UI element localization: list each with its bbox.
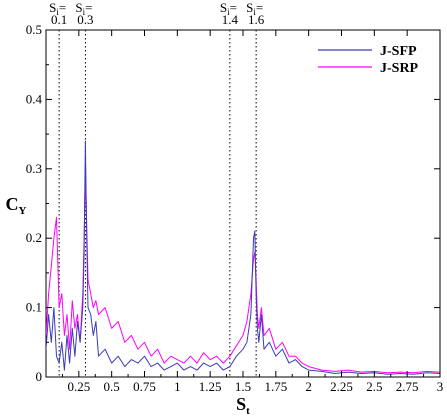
- series-line-j-sfp: [46, 140, 440, 375]
- annotation-labels: Si=0.1Si=0.3Si=1.4Si=1.6: [49, 0, 265, 27]
- legend-label: J-SRP: [380, 61, 419, 76]
- x-tick-label: 1.25: [199, 379, 222, 394]
- annotation-value: 0.3: [77, 12, 93, 27]
- y-axis-title: CY: [6, 194, 27, 217]
- series-layer: [46, 140, 440, 375]
- x-tick-label: 2.75: [396, 379, 419, 394]
- y-tick-label: 0.1: [26, 300, 42, 315]
- x-tick-label: 2.5: [366, 379, 382, 394]
- annotation-label: Si=: [246, 0, 263, 17]
- x-tick-label: 1: [174, 379, 181, 394]
- x-axis-title: St: [236, 394, 250, 417]
- x-tick-label: 2.25: [330, 379, 353, 394]
- x-tick-label: 1.75: [264, 379, 287, 394]
- x-tick-label: 3: [437, 379, 444, 394]
- series-line-j-srp: [46, 168, 440, 374]
- legend-label: J-SFP: [380, 44, 417, 59]
- plot-area-frame: [45, 29, 441, 378]
- x-tick-label: 1.5: [235, 379, 251, 394]
- y-tick-label: 0.5: [26, 22, 42, 37]
- y-tick-label: 0.3: [26, 161, 42, 176]
- annotation-label: Si=: [49, 0, 66, 17]
- annotation-guides: [58, 30, 257, 377]
- y-tick-label: 0.4: [26, 91, 43, 106]
- y-tick-label: 0.2: [26, 230, 42, 245]
- x-tick-label: 2: [305, 379, 312, 394]
- y-tick-label: 0: [36, 369, 43, 384]
- annotation-label: Si=: [220, 0, 237, 17]
- y-axis: 0 0.1 0.2 0.3 0.4 0.5: [26, 22, 440, 384]
- x-axis: 0.25 0.5 0.75 1 1.25 1.5 1.75 2 2.25 2.5 2.75 3: [61, 30, 444, 394]
- annotation-value: 1.6: [248, 12, 265, 27]
- x-tick-label: 0.5: [104, 379, 120, 394]
- annotation-value: 1.4: [222, 12, 239, 27]
- legend: J-SFP J-SRP: [318, 44, 419, 76]
- annotation-label: Si=: [75, 0, 92, 17]
- annotation-value: 0.1: [51, 12, 67, 27]
- x-tick-label: 0.75: [133, 379, 156, 394]
- x-tick-label: 0.25: [67, 379, 90, 394]
